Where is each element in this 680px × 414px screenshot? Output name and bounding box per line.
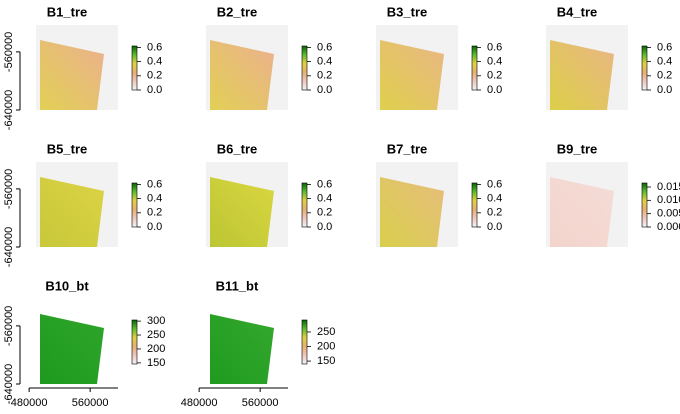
legend-tick-label: 150 — [147, 357, 165, 369]
legend-bar — [641, 45, 648, 91]
panel: B3_tre 0.6 0.4 0.2 0.0 — [376, 4, 502, 110]
panel-title: B7_tre — [387, 141, 427, 156]
legend-tick-label: 0.0 — [147, 221, 162, 233]
legend-bar — [131, 319, 138, 365]
legend-bar — [471, 45, 478, 91]
panel-title: B5_tre — [47, 141, 87, 156]
legend-tick-label: 0.2 — [317, 207, 332, 219]
panel-title: B6_tre — [217, 141, 257, 156]
legend-tick-label: 0.6 — [147, 178, 162, 190]
legend-bar — [301, 319, 308, 365]
legend-bar — [131, 45, 138, 91]
legend-bar — [301, 182, 308, 228]
legend-tick-label: 0.4 — [317, 193, 332, 205]
legend-tick-label: 0.0 — [487, 221, 502, 233]
legend-tick-label: 0.6 — [487, 178, 502, 190]
legend-tick-label: 0.2 — [487, 207, 502, 219]
legend-tick-label: 200 — [147, 343, 165, 355]
legend-tick-label: 0.4 — [147, 56, 162, 68]
legend-tick-label: 0.2 — [147, 70, 162, 82]
raster — [40, 40, 104, 110]
legend-tick-label: 0.6 — [317, 178, 332, 190]
legend-bar — [301, 45, 308, 91]
legend-bar — [131, 182, 138, 228]
y-tick-label: -560000 — [3, 32, 15, 72]
y-tick-label: -640000 — [3, 90, 15, 130]
panel-title: B9_tre — [557, 141, 597, 156]
panel: B11_bt 250 200 150 480000 560000 — [181, 278, 336, 408]
raster — [40, 177, 104, 247]
panel: B5_tre 0.6 0.4 0.2 0.0 -560000 -640000 — [3, 141, 162, 267]
panel-title: B3_tre — [387, 4, 427, 19]
raster — [550, 40, 614, 110]
panel-title: B10_bt — [45, 278, 89, 293]
legend-tick-label: 0.2 — [317, 70, 332, 82]
legend-tick-label: 0.4 — [317, 56, 332, 68]
legend-tick-label: 0.2 — [657, 70, 672, 82]
legend-tick-label: 0.6 — [487, 41, 502, 53]
legend-tick-label: 150 — [317, 355, 335, 367]
panel: B6_tre 0.6 0.4 0.2 0.0 — [206, 141, 332, 247]
raster — [40, 314, 104, 384]
legend-tick-label: 0.0 — [317, 221, 332, 233]
legend-tick-label: 0.005 — [657, 208, 680, 220]
legend-bar — [641, 182, 648, 228]
legend-tick-label: 0.0 — [487, 84, 502, 96]
x-tick-label: 480000 — [11, 397, 48, 409]
panel: B7_tre 0.6 0.4 0.2 0.0 — [376, 141, 502, 247]
legend-tick-label: 0.6 — [147, 41, 162, 53]
legend-tick-label: 200 — [317, 340, 335, 352]
panel-title: B2_tre — [217, 4, 257, 19]
y-tick-label: -640000 — [3, 227, 15, 267]
legend-tick-label: 0.4 — [147, 193, 162, 205]
raster — [550, 177, 614, 247]
legend-tick-label: 0.000 — [657, 221, 680, 233]
panel: B1_tre 0.6 0.4 0.2 0.0 -560000 -640000 — [3, 4, 162, 130]
x-tick-label: 560000 — [242, 397, 279, 409]
legend-tick-label: 250 — [317, 326, 335, 338]
panel-title: B11_bt — [216, 278, 259, 293]
legend-tick-label: 0.010 — [657, 194, 680, 206]
legend-tick-label: 300 — [147, 315, 165, 327]
legend-tick-label: 0.015 — [657, 181, 680, 193]
legend-tick-label: 0.2 — [487, 70, 502, 82]
x-tick-label: 480000 — [181, 397, 218, 409]
y-tick-label: -640000 — [3, 364, 15, 404]
panel-title: B4_tre — [557, 4, 597, 19]
legend-tick-label: 0.0 — [317, 84, 332, 96]
legend-tick-label: 0.0 — [657, 84, 672, 96]
legend-tick-label: 0.6 — [657, 41, 672, 53]
raster — [210, 314, 274, 384]
x-tick-label: 560000 — [72, 397, 109, 409]
legend-tick-label: 0.4 — [657, 56, 672, 68]
panel: B4_tre 0.6 0.4 0.2 0.0 — [546, 4, 672, 110]
raster — [210, 40, 274, 110]
y-tick-label: -560000 — [3, 306, 15, 346]
y-tick-label: -560000 — [3, 169, 15, 209]
raster — [210, 177, 274, 247]
panel-title: B1_tre — [47, 4, 87, 19]
legend-tick-label: 0.4 — [487, 193, 502, 205]
panel: B2_tre 0.6 0.4 0.2 0.0 — [206, 4, 332, 110]
legend-bar — [471, 182, 478, 228]
legend-tick-label: 0.0 — [147, 84, 162, 96]
legend-tick-label: 250 — [147, 329, 165, 341]
legend-tick-label: 0.4 — [487, 56, 502, 68]
raster — [380, 40, 444, 110]
raster — [380, 177, 444, 247]
legend-tick-label: 0.2 — [147, 207, 162, 219]
legend-tick-label: 0.6 — [317, 41, 332, 53]
